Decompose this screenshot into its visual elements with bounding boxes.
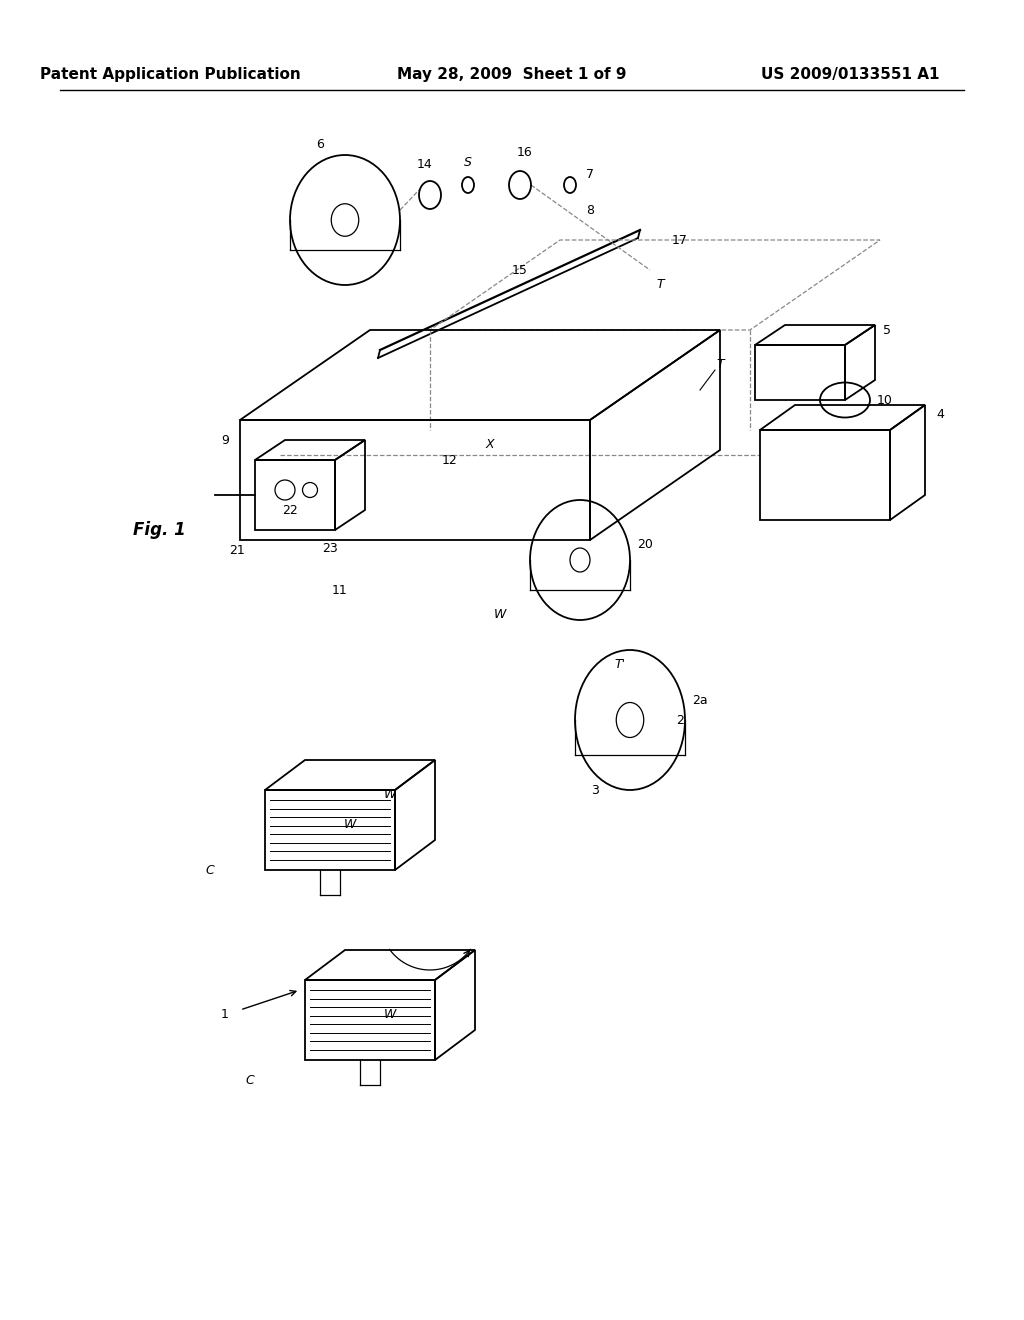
Text: T: T bbox=[716, 359, 724, 371]
Text: W: W bbox=[384, 788, 396, 801]
Text: 3: 3 bbox=[591, 784, 599, 796]
Text: May 28, 2009  Sheet 1 of 9: May 28, 2009 Sheet 1 of 9 bbox=[397, 67, 627, 82]
Text: C: C bbox=[246, 1073, 254, 1086]
Text: 8: 8 bbox=[586, 203, 594, 216]
Text: 2a: 2a bbox=[692, 693, 708, 706]
Text: 23: 23 bbox=[323, 541, 338, 554]
Text: 5: 5 bbox=[883, 323, 891, 337]
Text: 21: 21 bbox=[229, 544, 245, 557]
Text: US 2009/0133551 A1: US 2009/0133551 A1 bbox=[761, 67, 939, 82]
Text: 16: 16 bbox=[517, 147, 532, 160]
Text: 20: 20 bbox=[637, 539, 653, 552]
Text: T: T bbox=[656, 279, 664, 292]
Text: 2: 2 bbox=[676, 714, 684, 726]
Text: W: W bbox=[384, 1008, 396, 1022]
Text: 12: 12 bbox=[442, 454, 458, 466]
Text: 15: 15 bbox=[512, 264, 528, 276]
Text: S: S bbox=[464, 157, 472, 169]
Text: 6: 6 bbox=[316, 139, 324, 152]
Text: Fig. 1: Fig. 1 bbox=[133, 521, 185, 539]
Text: X: X bbox=[485, 438, 495, 451]
Text: 7: 7 bbox=[586, 169, 594, 181]
Text: 14: 14 bbox=[417, 158, 433, 172]
Text: 4: 4 bbox=[936, 408, 944, 421]
Text: 17: 17 bbox=[672, 234, 688, 247]
Text: 11: 11 bbox=[332, 583, 348, 597]
Text: 10: 10 bbox=[878, 393, 893, 407]
Text: 9: 9 bbox=[221, 433, 229, 446]
Text: W: W bbox=[494, 609, 506, 622]
Text: 22: 22 bbox=[283, 503, 298, 516]
Text: Patent Application Publication: Patent Application Publication bbox=[40, 67, 300, 82]
Text: T': T' bbox=[614, 659, 626, 672]
Text: C: C bbox=[206, 863, 214, 876]
Text: W: W bbox=[344, 818, 356, 832]
Text: 1: 1 bbox=[221, 1008, 229, 1022]
